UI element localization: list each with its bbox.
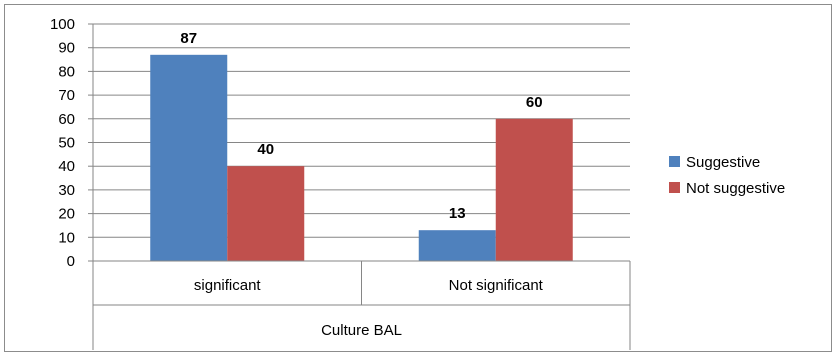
axes <box>92 24 631 350</box>
y-tick-label: 90 <box>58 40 75 57</box>
data-label: 40 <box>257 141 274 158</box>
data-label: 87 <box>180 30 197 47</box>
category-label: Not significant <box>449 277 544 294</box>
data-label: 60 <box>526 94 543 111</box>
legend: Suggestive Not suggestive <box>669 154 785 197</box>
data-labels: 87 40 13 60 <box>180 30 542 222</box>
legend-swatch <box>669 182 680 193</box>
y-tick-label: 30 <box>58 182 75 199</box>
category-label: significant <box>194 277 262 294</box>
bar-suggestive-significant <box>150 54 228 262</box>
bars <box>150 54 573 262</box>
category-labels: significant Not significant <box>194 277 544 294</box>
chart-frame <box>4 4 832 352</box>
y-tick-label: 50 <box>58 135 75 152</box>
legend-swatch <box>669 156 680 167</box>
y-tick-label: 10 <box>58 229 75 246</box>
y-tick-label: 80 <box>58 63 75 80</box>
data-label: 13 <box>449 205 466 222</box>
y-tick-label: 70 <box>58 87 75 104</box>
legend-label: Not suggestive <box>686 180 785 197</box>
y-tick-label: 0 <box>67 253 75 270</box>
x-axis-title: Culture BAL <box>321 322 402 339</box>
y-tick-label: 40 <box>58 158 75 175</box>
y-tick-label: 60 <box>58 111 75 128</box>
y-tick-label: 20 <box>58 206 75 223</box>
y-tick-label: 100 <box>50 16 75 33</box>
legend-label: Suggestive <box>686 154 760 171</box>
bar-not-suggestive-significant <box>227 166 305 261</box>
bar-suggestive-not-significant <box>418 230 496 261</box>
y-axis-tick-labels: 0 10 20 30 40 50 60 70 80 90 100 <box>50 16 75 270</box>
bar-not-suggestive-not-significant <box>495 118 573 261</box>
